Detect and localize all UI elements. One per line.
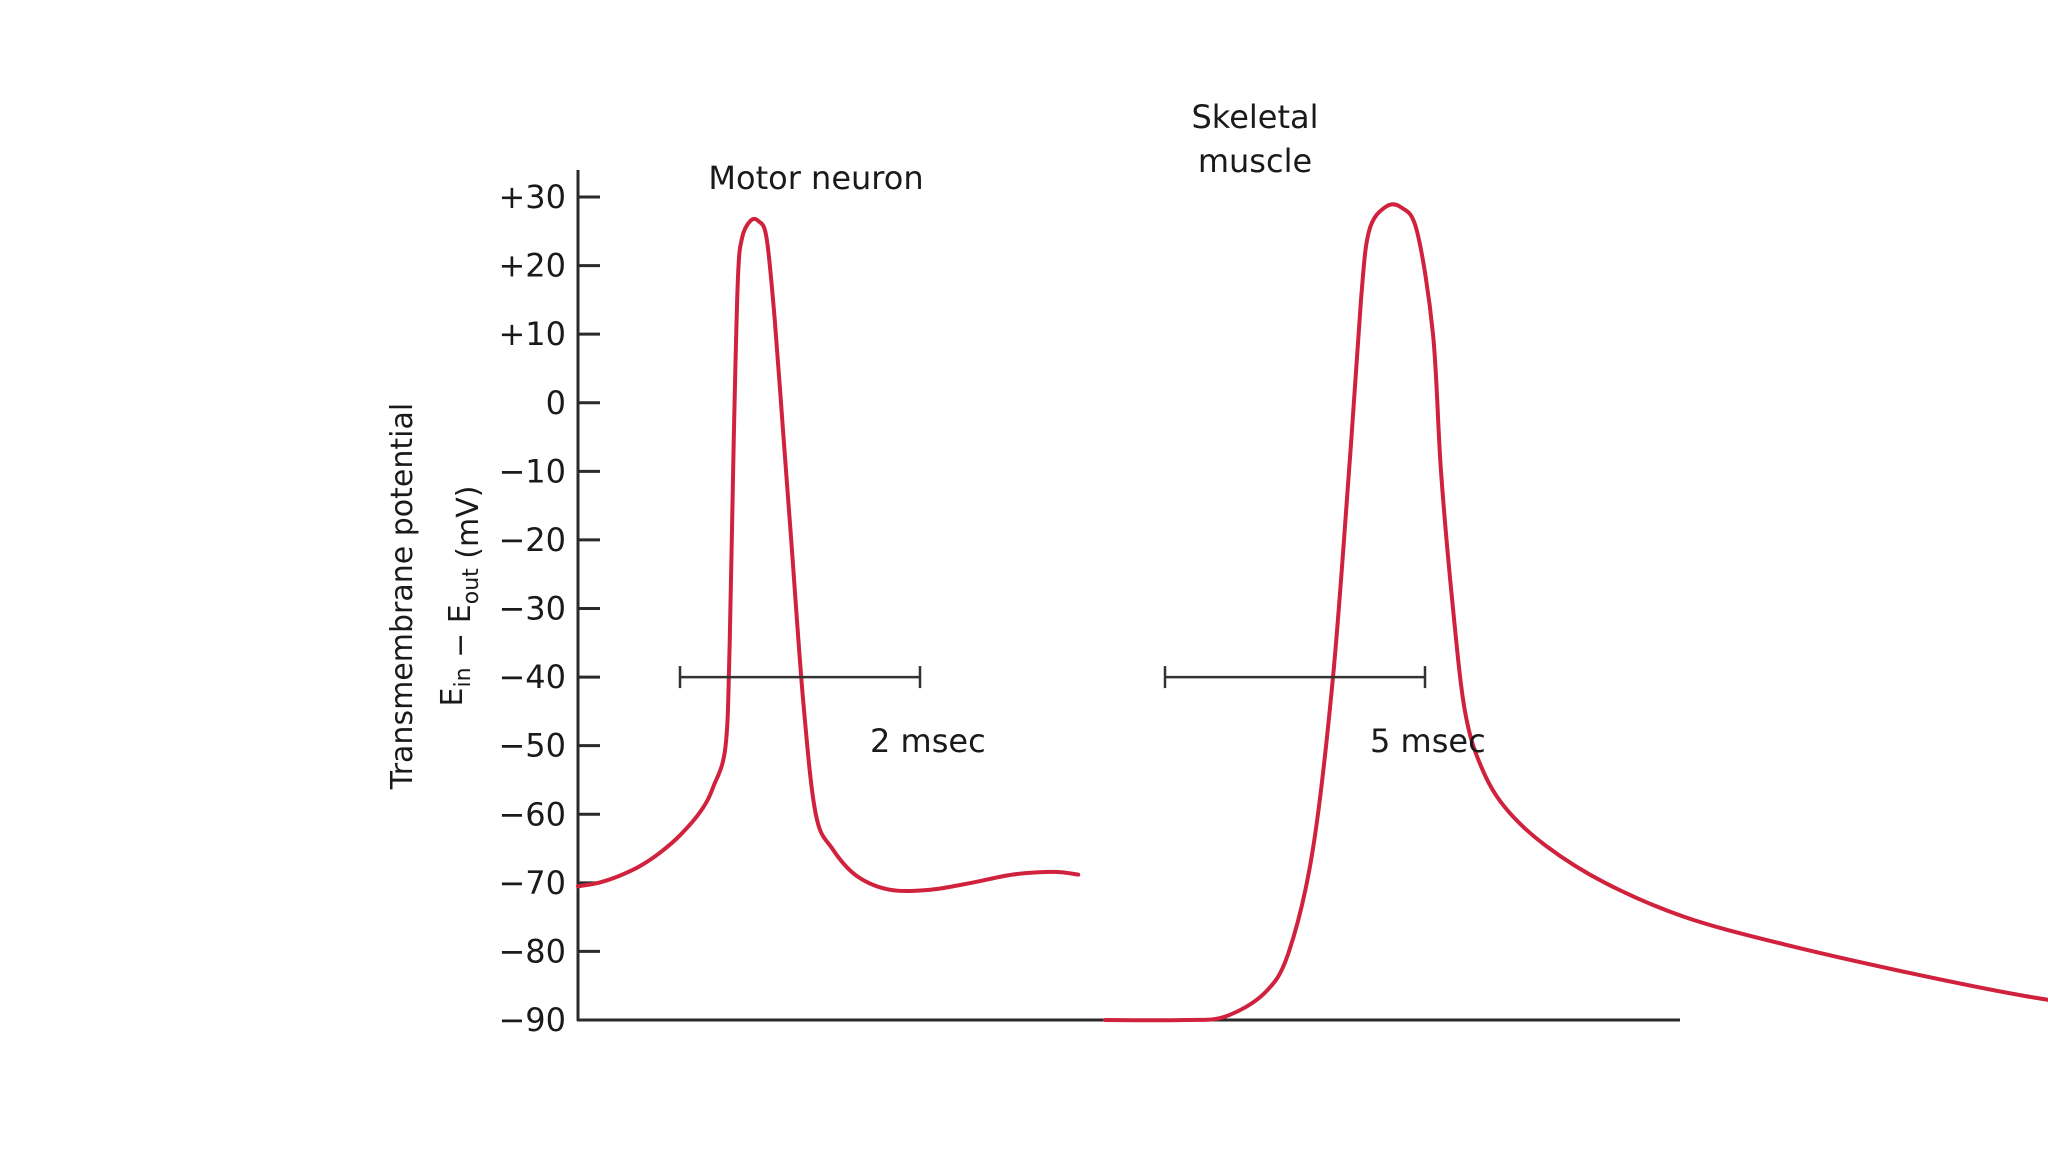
series-labels: Motor neuron Skeletal muscle [708,98,1318,197]
skeletal-muscle-label: muscle [1198,142,1312,180]
motor-neuron-time-scale-label: 2 msec [870,722,986,760]
y-tick-label: +30 [498,178,566,216]
y-tick-label: −30 [498,590,566,628]
motor-neuron-curve [576,216,1081,894]
series-curves [576,202,2048,1023]
y-tick-label: 0 [546,384,566,422]
skeletal-muscle-label: Skeletal [1191,98,1318,136]
y-tick-label: +10 [498,315,566,353]
y-tick-label: −70 [498,864,566,902]
axes [576,170,1680,1022]
y-tick-label: +20 [498,247,566,285]
y-tick-label: −20 [498,521,566,559]
y-axis-title-line2: Ein − Eout (mV) [435,486,486,707]
y-tick-label: −10 [498,452,566,490]
y-axis-title: Transmembrane potential Ein − Eout (mV) [385,403,486,790]
motor-neuron-label: Motor neuron [708,159,923,197]
y-tick-label: −60 [498,795,566,833]
y-axis-title-line1: Transmembrane potential [385,403,420,790]
skeletal-muscle-curve [1103,202,2048,1023]
y-tick-label: −40 [498,658,566,696]
y-axis-ticks: +30 +20 +10 0 −10 −20 −30 −40 −50 −60 −70 −80 −90 [498,178,600,1039]
time-scale-bars: 2 msec 5 msec [678,666,1486,760]
y-tick-label: −90 [498,1001,566,1039]
y-tick-label: −50 [498,727,566,765]
skeletal-muscle-time-scale-label: 5 msec [1370,722,1486,760]
y-tick-label: −80 [498,932,566,970]
